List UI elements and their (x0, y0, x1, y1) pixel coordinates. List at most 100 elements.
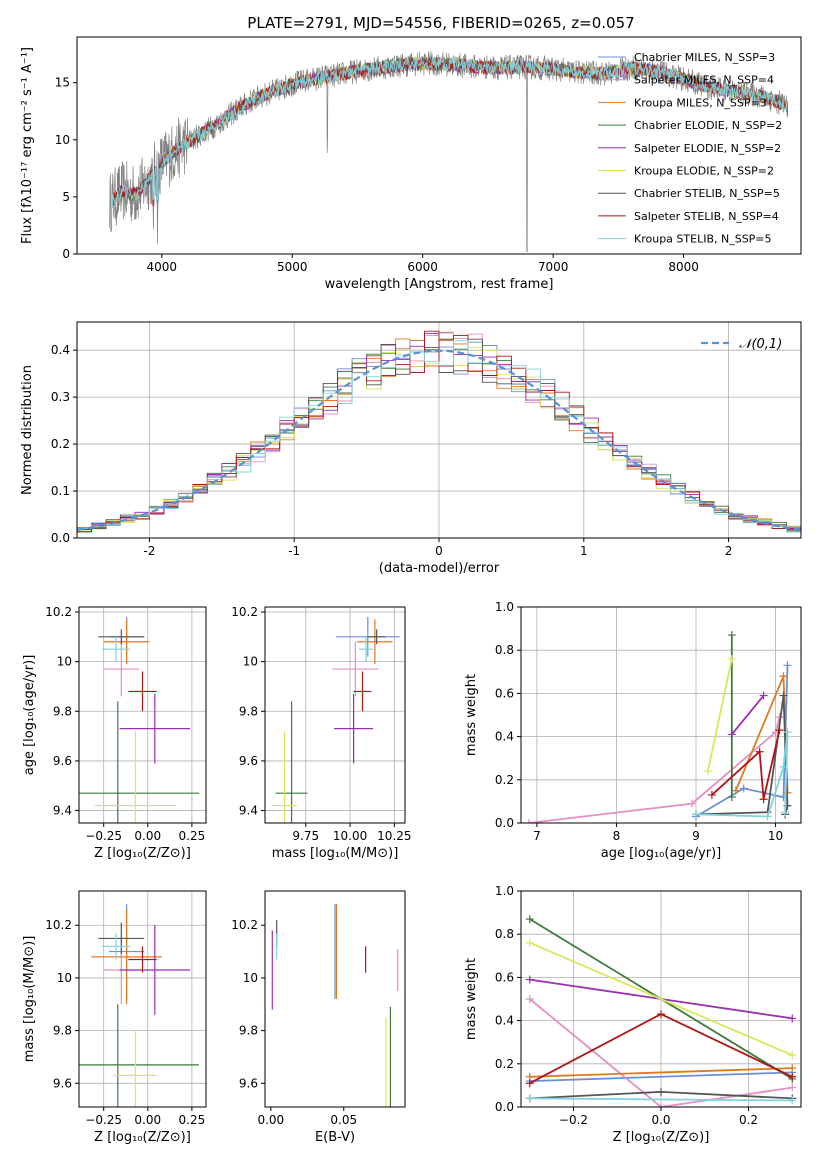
age_Z-y-tick-label: 9.6 (53, 754, 72, 768)
weight_Z-marker-7-0 (525, 1079, 534, 1088)
legend-entry-0: Chabrier MILES, N_SSP=3 (634, 51, 775, 64)
weight_Z-marker-1-2 (788, 1083, 797, 1092)
weight_Z-y-tick-label: 1.0 (495, 884, 514, 898)
weight_age-series-line-5 (707, 658, 733, 772)
mass_Z-x-tick-label: 0.00 (134, 1113, 161, 1127)
spectrum-x-tick-label: 8000 (668, 260, 699, 274)
mass_EBV-frame (264, 890, 406, 1108)
weight_Z-y-tick-label: 0.8 (495, 927, 514, 941)
weight_age-series-line-7 (711, 729, 781, 800)
weight_age-marker-0-3 (783, 661, 792, 670)
mass_EBV-x-axis-label: E(B-V) (315, 1130, 355, 1145)
weight_Z-plot-area (521, 891, 801, 1107)
model-spectrum-line-8 (111, 56, 789, 208)
mass_Z-panel: −0.25 0.00 0.25 9.6 9.8 10 10.2 Z [log₁₀(Z/Z⊙)]… (22, 890, 207, 1145)
weight_age-y-tick-label: 0.0 (495, 816, 514, 830)
mass_Z-y-tick-label: 9.6 (53, 1076, 72, 1090)
weight_age-marker-1-0 (524, 819, 533, 823)
weight_age-marker-0-1 (739, 784, 748, 793)
mass_EBV-y-tick-label: 9.8 (239, 1024, 258, 1038)
residuals-x-tick-label: 1 (580, 544, 588, 558)
residuals-x-axis-label: (data-model)/error (379, 561, 500, 576)
weight_Z-panel: −0.2 0.0 0.2 0.0 0.2 0.4 0.6 0.8 1.0 Z [log₁₀(Z/Z… (464, 884, 802, 1145)
residuals-y-tick-label: 0.4 (51, 343, 70, 357)
residuals-plot-area (77, 322, 801, 538)
residuals-frame (76, 321, 802, 539)
age_Z-frame (78, 606, 207, 824)
age_Z-panel: −0.25 0.00 0.25 9.4 9.6 9.8 10 10.2 Z [log₁₀(Z/Z… (22, 605, 207, 861)
weight_age-y-tick-label: 1.0 (495, 600, 514, 614)
legend-entry-7: Salpeter STELIB, N_SSP=4 (634, 210, 779, 223)
weight_Z-frame (520, 890, 802, 1108)
weight_age-x-tick-label: 10 (768, 829, 783, 843)
age_Z-x-tick-label: −0.25 (85, 829, 122, 843)
age_mass-y-tick-label: 9.4 (239, 804, 258, 818)
legend-entry-5: Kroupa ELODIE, N_SSP=2 (634, 165, 774, 178)
residuals-y-tick-label: 0.2 (51, 437, 70, 451)
legend-entry-normal: 𝒩(0,1) (739, 337, 782, 352)
mass_EBV-panel: 0.00 0.05 9.6 9.8 10 10.2 E(B-V) (231, 890, 406, 1145)
normal-curve-line (77, 349, 801, 531)
age_Z-y-tick-label: 9.4 (53, 804, 72, 818)
spectrum-frame (76, 36, 802, 255)
weight_age-x-tick-label: 7 (533, 829, 541, 843)
age_mass-frame (264, 606, 406, 824)
residuals-x-tick-label: -2 (143, 544, 155, 558)
age_mass-x-tick-label: 10.00 (333, 829, 367, 843)
spectrum-y-tick-label: 0 (62, 247, 70, 261)
weight_age-marker-7-1 (755, 747, 764, 756)
weight_age-marker-8-1 (763, 812, 772, 821)
weight_Z-y-tick-label: 0.2 (495, 1057, 514, 1071)
mass_EBV-y-tick-label: 10.2 (231, 918, 258, 932)
weight_age-marker-4-0 (727, 730, 736, 739)
weight_age-marker-8-3 (783, 728, 792, 737)
weight_Z-marker-6-1 (657, 1087, 665, 1096)
residuals-y-tick-label: 0.0 (51, 531, 70, 545)
age_mass-y-tick-label: 10.2 (231, 605, 258, 619)
mass_Z-plot-area (79, 891, 206, 1107)
mass_Z-x-tick-label: −0.25 (85, 1113, 122, 1127)
residuals-panel: -2 -1 0 1 2 0.0 0.1 0.2 0.3 0.4 (data-model)/error… (20, 321, 802, 576)
weight_Z-x-tick-label: 0.0 (651, 1113, 670, 1127)
age_mass-y-tick-label: 10 (243, 655, 258, 669)
chart-title: PLATE=2791, MJD=54556, FIBERID=0265, z=0… (247, 14, 634, 32)
mass_EBV-y-tick-label: 10 (243, 971, 258, 985)
histogram-step-8 (77, 340, 801, 535)
mass_Z-y-tick-label: 10.2 (45, 918, 72, 932)
spectrum-x-tick-label: 7000 (538, 260, 569, 274)
age_Z-y-tick-label: 10 (57, 655, 72, 669)
mass_EBV-plot-area (271, 904, 399, 1107)
weight_age-marker-1-1 (688, 799, 697, 808)
residuals-x-tick-label: 0 (435, 544, 443, 558)
weight_age-panel: 7 8 9 10 0.0 0.2 0.4 0.6 0.8 1.0 age [log₁₀(age/yr… (464, 600, 802, 861)
age_mass-y-tick-label: 9.6 (239, 754, 258, 768)
weight_Z-y-tick-label: 0.4 (495, 1014, 514, 1028)
weight_age-x-tick-label: 9 (692, 829, 700, 843)
weight_Z-marker-7-1 (657, 1010, 665, 1019)
weight_Z-marker-4-1 (788, 1014, 797, 1023)
age_Z-x-tick-label: 0.25 (179, 829, 206, 843)
weight_age-frame (520, 606, 802, 824)
age_mass-plot-area (265, 607, 405, 823)
weight_age-x-tick-label: 8 (613, 829, 621, 843)
weight_age-marker-8-0 (692, 810, 700, 819)
weight_Z-marker-7-2 (788, 1072, 797, 1081)
residuals-y-tick-label: 0.3 (51, 390, 70, 404)
spectrum-x-axis-label: wavelength [Angstrom, rest frame] (325, 277, 554, 292)
weight_age-marker-4-1 (759, 691, 768, 700)
residuals-y-tick-label: 0.1 (51, 484, 70, 498)
age_mass-x-tick-label: 10.25 (377, 829, 411, 843)
weight_age-marker-3-1 (727, 793, 736, 802)
weight_age-series-line-0 (695, 665, 789, 818)
mass_EBV-y-tick-label: 9.6 (239, 1076, 258, 1090)
spectrum-y-tick-label: 10 (55, 133, 70, 147)
weight_age-y-axis-label: mass weight (464, 674, 479, 756)
weight_age-marker-7-3 (775, 726, 784, 735)
weight_Z-marker-1-1 (657, 1103, 665, 1107)
weight_Z-marker-3-0 (525, 915, 534, 924)
weight_age-plot-area (521, 607, 801, 823)
age_Z-y-tick-label: 10.2 (45, 605, 72, 619)
weight_age-marker-5-0 (703, 767, 712, 776)
weight_age-y-tick-label: 0.4 (495, 730, 514, 744)
